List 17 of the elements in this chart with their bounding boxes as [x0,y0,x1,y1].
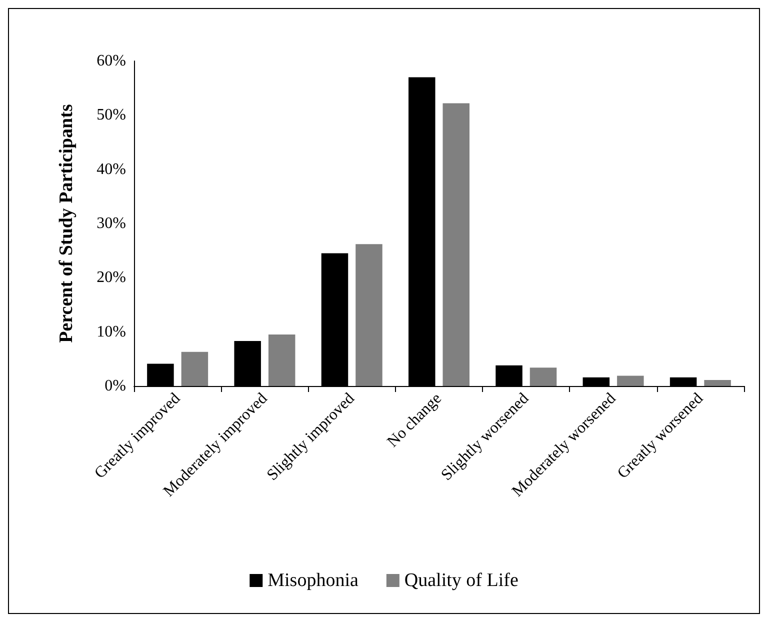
bar [617,376,644,386]
bar [442,103,470,386]
y-tick-label: 10% [96,323,126,340]
y-tick-label: 20% [96,269,126,286]
bar [530,368,557,386]
bar [356,244,382,386]
bar [704,380,731,386]
y-tick-label: 60% [96,52,126,70]
y-tick-label: 30% [96,215,126,232]
bar [268,334,296,386]
legend-label: Quality of Life [404,570,518,591]
y-tick-label: 0% [104,378,126,394]
legend-label: Misophonia [268,570,359,591]
bar [181,352,208,386]
y-tick-label: 50% [96,106,126,124]
y-axis-title: Percent of Study Participants [56,104,77,343]
y-tick-label: 40% [96,160,126,178]
